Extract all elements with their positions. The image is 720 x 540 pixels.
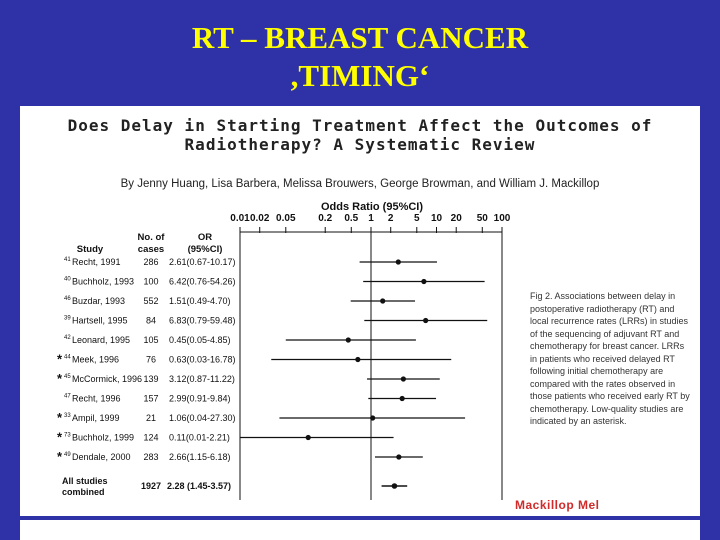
low-quality-asterisk: * — [57, 352, 63, 367]
study-or: 2.99(0.91-9.84) — [169, 394, 231, 404]
study-name: McCormick, 1996 — [72, 374, 142, 384]
x-tick-label: 0.02 — [250, 213, 270, 224]
low-quality-asterisk: * — [57, 371, 63, 386]
col-header-or-line1: OR — [198, 232, 212, 243]
x-tick-label: 5 — [414, 213, 420, 224]
study-ref: 42 — [64, 335, 71, 341]
study-ref: 40 — [64, 277, 71, 283]
study-cases: 139 — [143, 374, 158, 384]
x-tick-label: 0.2 — [318, 213, 332, 224]
study-cases: 157 — [143, 394, 158, 404]
study-name: Recht, 1991 — [72, 257, 121, 267]
study-ref: 46 — [64, 296, 71, 302]
study-cases: 283 — [143, 452, 158, 462]
study-cases: 21 — [146, 413, 156, 423]
combined-or: 2.28 (1.45-3.57) — [167, 481, 231, 491]
study-name: Ampil, 1999 — [72, 413, 120, 423]
or-point — [396, 454, 402, 460]
x-tick-label: 100 — [494, 213, 511, 224]
slide-frame-left — [0, 106, 20, 540]
paper-title-line2: Radiotherapy? A Systematic Review — [184, 135, 536, 154]
study-or: 1.51(0.49-4.70) — [169, 296, 231, 306]
x-tick-label: 0.05 — [276, 213, 296, 224]
study-ref: 39 — [64, 316, 71, 322]
x-tick-label: 10 — [431, 213, 443, 224]
study-name: Leonard, 1995 — [72, 335, 130, 345]
slide-frame-bottom — [20, 516, 700, 520]
low-quality-asterisk: * — [57, 410, 63, 425]
study-cases: 124 — [143, 433, 158, 443]
study-or: 2.61(0.67-10.17) — [169, 257, 236, 267]
or-point — [370, 415, 376, 421]
col-header-cases-line2: cases — [138, 244, 164, 255]
col-header-study: Study — [77, 244, 104, 255]
study-ref: 45 — [64, 374, 71, 380]
or-point — [355, 356, 361, 363]
x-tick-label: 0.5 — [344, 213, 358, 224]
or-point — [345, 337, 351, 343]
low-quality-asterisk: * — [57, 430, 63, 445]
study-ref: 49 — [64, 452, 71, 458]
study-name: Recht, 1996 — [72, 394, 121, 404]
slide-header — [0, 0, 720, 106]
study-cases: 76 — [146, 355, 156, 365]
study-name: Buzdar, 1993 — [72, 296, 125, 306]
study-or: 0.45(0.05-4.85) — [169, 335, 231, 345]
study-name: Hartsell, 1995 — [72, 316, 128, 326]
study-name: Buchholz, 1993 — [72, 277, 134, 287]
slide-title-line2: ,TIMING‘ — [290, 58, 430, 93]
study-cases: 100 — [143, 277, 158, 287]
or-point — [395, 259, 401, 265]
study-or: 0.11(0.01-2.21) — [169, 433, 230, 443]
combined-cases: 1927 — [141, 481, 161, 491]
slide-title-line1: RT – BREAST CANCER — [191, 20, 529, 55]
study-or: 2.66(1.15-6.18) — [169, 452, 231, 462]
watermark-stamp: Mackillop Mel — [515, 498, 600, 512]
or-point — [423, 317, 429, 324]
paper-authors: By Jenny Huang, Lisa Barbera, Melissa Br… — [120, 178, 600, 190]
x-tick-label: 0.01 — [230, 213, 250, 224]
x-tick-label: 2 — [388, 213, 394, 224]
low-quality-asterisk: * — [57, 449, 63, 464]
paper-title-line1: Does Delay in Starting Treatment Affect … — [67, 116, 653, 135]
study-name: Buchholz, 1999 — [72, 433, 134, 443]
study-cases: 552 — [143, 296, 158, 306]
study-ref: 73 — [64, 433, 71, 439]
combined-or-point — [391, 483, 398, 489]
study-cases: 286 — [143, 257, 158, 267]
study-or: 6.83(0.79-59.48) — [169, 316, 236, 326]
study-cases: 105 — [143, 335, 158, 345]
study-or: 3.12(0.87-11.22) — [169, 374, 235, 384]
or-point — [399, 395, 405, 402]
col-header-cases-line1: No. of — [138, 232, 166, 243]
combined-label-line2: combined — [62, 487, 105, 497]
chart-title: Odds Ratio (95%CI) — [321, 201, 423, 213]
x-tick-label: 50 — [477, 213, 489, 224]
paper-scan — [20, 106, 700, 518]
combined-label-line1: All studies — [62, 476, 108, 486]
study-name: Meek, 1996 — [72, 355, 119, 365]
study-ref: 41 — [64, 257, 71, 263]
study-or: 6.42(0.76-54.26) — [169, 277, 236, 287]
study-or: 1.06(0.04-27.30) — [169, 413, 236, 423]
or-point — [400, 376, 406, 382]
study-ref: 44 — [64, 355, 71, 361]
study-or: 0.63(0.03-16.78) — [169, 355, 236, 365]
study-cases: 84 — [146, 316, 156, 326]
study-name: Dendale, 2000 — [72, 452, 131, 462]
x-tick-label: 20 — [451, 213, 463, 224]
or-point — [305, 434, 311, 441]
slide-frame-right — [700, 106, 720, 540]
or-point — [421, 278, 427, 285]
or-point — [380, 298, 386, 304]
col-header-or-line2: (95%CI) — [188, 244, 223, 255]
study-ref: 33 — [64, 413, 71, 419]
figure-caption: Fig 2. Associations between delay in pos… — [530, 291, 690, 426]
x-tick-label: 1 — [368, 213, 374, 224]
study-ref: 47 — [64, 394, 71, 400]
